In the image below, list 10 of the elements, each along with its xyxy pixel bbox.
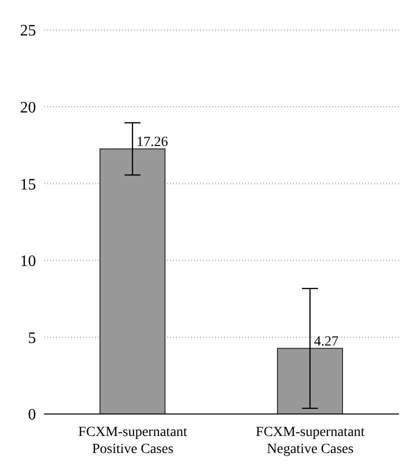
x-tick-label: FCXM-supernatant Positive Cases [78,425,188,457]
y-tick-label: 20 [20,99,36,116]
y-tick-label: 5 [28,330,36,347]
data-label: 17.26 [136,134,168,150]
y-tick-label: 0 [28,406,36,424]
y-tick-label: 25 [20,22,36,40]
x-tick-label: FCXM-supernatant Negative Cases [256,425,365,457]
data-label: 4.27 [314,334,338,350]
y-tick-label: 10 [20,253,36,270]
y-tick-label: 15 [20,176,36,194]
